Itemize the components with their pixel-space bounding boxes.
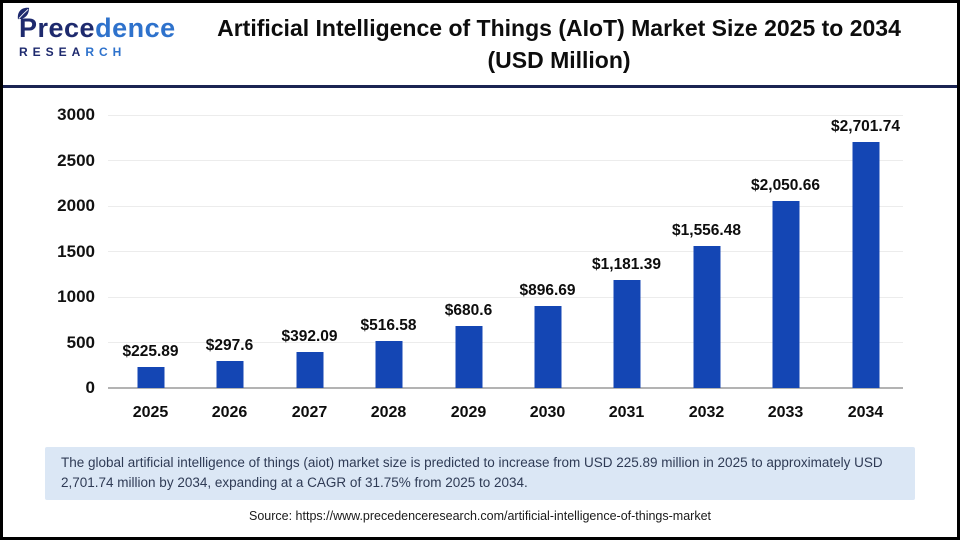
x-axis-label: 2028	[370, 404, 407, 421]
y-axis-tick-label: 500	[66, 332, 95, 352]
bar-value-label: $896.69	[519, 282, 576, 299]
gridline	[108, 296, 903, 298]
bar-chart: 0 500 1000 1500 2000 2500 3000 $225.89 2025 $297.…	[3, 88, 957, 428]
gridline	[108, 342, 903, 343]
y-axis-tick-label: 0	[85, 378, 95, 397]
leaf-icon	[17, 7, 30, 20]
bar	[455, 326, 482, 388]
bar	[534, 306, 561, 388]
title-line-1: Artificial Intelligence of Things (AIoT)…	[217, 15, 901, 41]
bar	[296, 352, 323, 388]
bar	[137, 367, 164, 388]
bar-value-label: $225.89	[122, 343, 179, 360]
bar-slot: $1,181.39	[587, 115, 666, 388]
bar	[375, 341, 402, 388]
bar-value-label: $1,181.39	[592, 256, 661, 273]
x-axis-label: 2025	[132, 404, 169, 421]
bar-value-label: $680.6	[444, 302, 493, 319]
gridline	[108, 160, 903, 161]
x-axis-label: 2029	[450, 404, 487, 421]
logo-subtitle: RESEARCH	[19, 44, 191, 60]
summary-text: The global artificial intelligence of th…	[61, 455, 883, 491]
bar	[216, 361, 243, 388]
bar-slot: $2,701.74	[826, 115, 905, 388]
bar-slot: $896.69	[508, 115, 587, 388]
y-axis-tick-label: 3000	[57, 105, 95, 124]
bar	[852, 142, 879, 388]
x-axis-label: 2031	[608, 404, 645, 421]
x-axis-baseline	[108, 387, 903, 389]
bar-value-label: $297.6	[205, 337, 254, 354]
logo-wordmark: Precedence	[17, 7, 191, 43]
x-axis-label: 2030	[529, 404, 566, 421]
header-divider	[3, 85, 957, 88]
bar-slot: $225.89	[111, 115, 190, 388]
precedence-research-logo: Precedence RESEARCH	[3, 3, 191, 60]
gridline	[108, 205, 903, 207]
logo-subtitle-prefix: RESEA	[19, 45, 86, 59]
bar-value-label: $516.58	[360, 317, 417, 334]
bar	[772, 201, 799, 388]
bar	[613, 280, 640, 388]
bar-slot: $1,556.48	[667, 115, 746, 388]
x-axis-label: 2033	[767, 404, 804, 421]
bar-slot: $2,050.66	[746, 115, 825, 388]
gridline	[108, 251, 903, 252]
bar-slot: $392.09	[270, 115, 349, 388]
bar-slot: $297.6	[190, 115, 269, 388]
y-axis-tick-label: 1500	[57, 241, 95, 261]
x-axis-label: 2026	[211, 404, 248, 421]
bar-value-label: $1,556.48	[672, 222, 741, 239]
bar-slot: $516.58	[349, 115, 428, 388]
x-axis-label: 2032	[688, 404, 725, 421]
x-axis-label: 2034	[847, 404, 884, 421]
summary-box: The global artificial intelligence of th…	[45, 447, 915, 500]
bar-value-label: $392.09	[281, 328, 338, 345]
source-text: Source: https://www.precedenceresearch.c…	[249, 508, 711, 523]
y-axis-tick-label: 2500	[57, 150, 95, 170]
logo-subtitle-suffix: RCH	[85, 45, 127, 59]
bar-value-label: $2,701.74	[831, 118, 900, 135]
bar-value-label: $2,050.66	[751, 177, 820, 194]
bar-slot: $680.6	[429, 115, 508, 388]
page-title: Artificial Intelligence of Things (AIoT)…	[191, 3, 957, 76]
title-line-2: (USD Million)	[487, 47, 631, 73]
header: Precedence RESEARCH Artificial Intellige…	[3, 3, 957, 85]
y-axis-tick-label: 1000	[57, 287, 95, 306]
logo-wordmark-prefix: Prece	[19, 13, 96, 43]
x-axis-label: 2027	[291, 404, 328, 421]
bar	[693, 246, 720, 388]
logo-wordmark-suffix: dence	[95, 13, 176, 43]
y-axis-tick-label: 2000	[57, 196, 95, 215]
gridline	[108, 114, 903, 116]
